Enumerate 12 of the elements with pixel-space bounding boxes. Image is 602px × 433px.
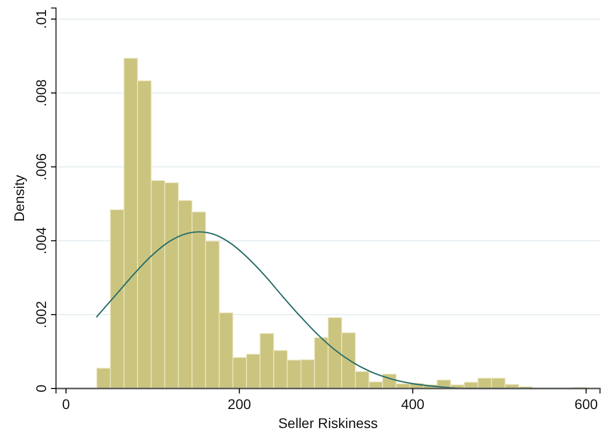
y-tick-label: 0 — [33, 384, 49, 392]
y-tick-label: .006 — [33, 153, 49, 180]
y-axis-title: Density — [11, 174, 27, 222]
y-tick-label: .004 — [33, 226, 49, 254]
y-tick-label: .008 — [33, 79, 49, 107]
y-tick-label: .01 — [33, 9, 49, 29]
y-tick-label: .002 — [33, 300, 49, 328]
x-tick-label: 600 — [574, 396, 598, 412]
x-axis-title: Seller Riskiness — [278, 415, 378, 431]
x-tick-label: 0 — [62, 396, 70, 412]
x-tick-label: 400 — [401, 396, 425, 412]
x-tick-label: 200 — [228, 396, 252, 412]
